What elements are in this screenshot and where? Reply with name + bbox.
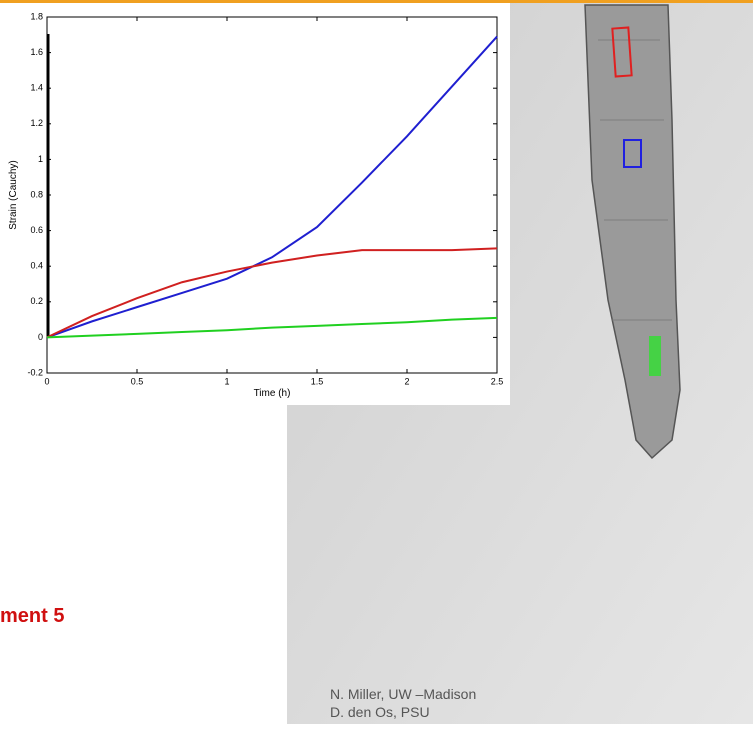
y-tick-label: 0	[38, 332, 43, 342]
credit: N. Miller, UW –Madison	[330, 686, 476, 702]
x-tick-label: 2	[404, 376, 409, 386]
y-tick-label: 1.6	[30, 47, 43, 57]
y-tick-label: 0.8	[30, 189, 43, 199]
y-tick-label: -0.2	[27, 367, 43, 377]
x-tick-label: 0.5	[131, 376, 144, 386]
y-tick-label: 1.8	[30, 11, 43, 21]
page: {"chart_data": {"type": "line", "x_label…	[0, 0, 753, 724]
y-tick-label: 0.6	[30, 225, 43, 235]
y-tick-label: 0.4	[30, 261, 43, 271]
y-tick-label: 1.4	[30, 83, 43, 93]
x-tick-label: 0	[44, 376, 49, 386]
slide: Time (h) Strain (Cauchy) -0.200.20.40.60…	[0, 0, 753, 724]
credit: D. den Os, PSU	[330, 704, 430, 720]
y-tick-label: 0.2	[30, 296, 43, 306]
chart-panel	[0, 3, 510, 405]
x-axis-label: Time (h)	[254, 388, 291, 399]
slide-heading: ment 5	[0, 605, 64, 627]
x-tick-label: 2.5	[491, 376, 504, 386]
x-tick-label: 1.5	[311, 376, 324, 386]
y-tick-label: 1	[38, 154, 43, 164]
top-bar	[0, 0, 753, 3]
roi-green	[649, 336, 661, 376]
y-tick-label: 1.2	[30, 118, 43, 128]
x-tick-label: 1	[224, 376, 229, 386]
y-axis-label: Strain (Cauchy)	[8, 160, 19, 229]
